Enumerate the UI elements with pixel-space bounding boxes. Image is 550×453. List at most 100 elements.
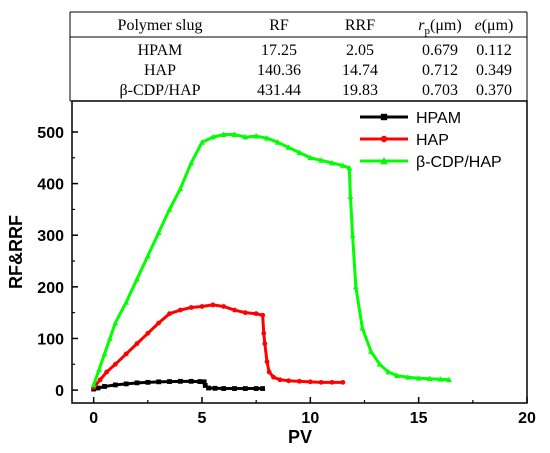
data-point [197,379,203,384]
legend-label: HAP [416,132,449,149]
table-header-rp-subscript: p [425,25,431,37]
data-point [123,299,130,305]
legend-item: β-CDP/HAP [360,154,502,171]
data-point [210,302,216,308]
data-point [104,369,110,375]
data-point [177,307,183,313]
table-header-e: e(μm) [475,17,514,34]
data-point [145,330,151,336]
data-point [253,386,259,391]
data-point [101,350,108,357]
data-point [346,164,353,171]
data-point [264,135,270,141]
data-point [212,385,218,391]
data-point [274,139,281,145]
x-tick-label: 5 [198,410,207,427]
table-header-rp-symbol: r [418,17,425,34]
data-point [242,386,248,391]
table-header-rf: RF [269,17,289,34]
data-point [297,378,302,384]
data-point [368,348,374,354]
data-point [359,325,366,331]
data-point [426,375,433,382]
x-axis-label: PV [288,427,312,447]
data-point [264,359,270,365]
series-layer [90,131,452,392]
data-point [209,134,216,140]
series--cdp-hap [90,131,452,388]
data-point [123,351,129,357]
table-cell: 431.44 [257,82,301,99]
data-point [329,159,335,166]
data-point [415,375,422,381]
table-cell: β-CDP/HAP [119,82,200,99]
data-point [134,341,140,347]
data-point [231,131,238,137]
data-point [339,162,346,168]
data-point [307,154,314,161]
data-point [123,381,129,387]
data-point [266,369,272,375]
series-line [92,303,343,389]
series-line [92,133,450,386]
data-point [188,159,195,166]
x-tick-label: 15 [410,410,428,427]
data-table: Polymer slug RF RRF rp(μm) e(μm) HPAM 17… [69,11,528,102]
x-axis-ticks: 0 5 10 15 20 [89,397,536,427]
y-tick-label: 300 [37,228,64,245]
table-header-polymer: Polymer slug [118,17,203,34]
y-axis-label: RF&RRF [6,215,26,289]
table-cell: 0.679 [422,42,458,59]
data-point [285,144,292,150]
data-point [307,379,313,385]
x-tick-label: 20 [518,410,536,427]
data-point [352,283,359,290]
legend: HPAM HAP β-CDP/HAP [360,110,502,171]
data-point [253,311,259,317]
legend-item: HPAM [360,110,461,127]
data-point [95,385,101,391]
data-point [446,376,452,383]
data-point [286,378,292,384]
data-point [220,131,227,137]
table-header-rrf: RRF [345,17,375,34]
table-cell: 0.703 [422,82,458,99]
data-point [156,320,162,326]
data-point [134,275,140,282]
table-cell: 0.349 [476,62,512,79]
data-point [385,368,392,375]
series-hap [91,302,346,390]
table-header-rp-unit: (μm) [430,17,462,34]
data-point [262,341,268,347]
data-point [261,330,267,336]
data-point [134,380,140,386]
data-point [232,307,237,313]
table-cell: 2.05 [346,42,374,59]
data-point [202,383,208,388]
legend-label: HPAM [416,110,461,127]
data-point [271,374,276,380]
series-hpam [91,378,266,392]
table-header-rp: rp(μm) [418,17,461,37]
x-tick-label: 0 [89,410,98,427]
y-tick-label: 200 [37,280,64,297]
data-point [260,312,266,318]
data-point [242,134,249,140]
data-point [145,379,151,385]
legend-item: HAP [360,132,449,149]
table-row-bcdp-hap: β-CDP/HAP 431.44 19.83 0.703 0.370 [119,82,512,99]
data-point [277,377,283,383]
data-point [380,135,388,143]
data-point [96,366,102,372]
y-tick-label: 100 [37,331,64,348]
data-point [376,361,383,367]
table-cell: 140.36 [257,62,301,79]
data-point [349,232,356,238]
data-point [318,157,325,163]
table-cell: HAP [144,62,176,79]
data-point [221,386,227,391]
data-point [232,386,237,391]
table-cell: 19.83 [342,82,378,99]
data-point [167,311,172,317]
